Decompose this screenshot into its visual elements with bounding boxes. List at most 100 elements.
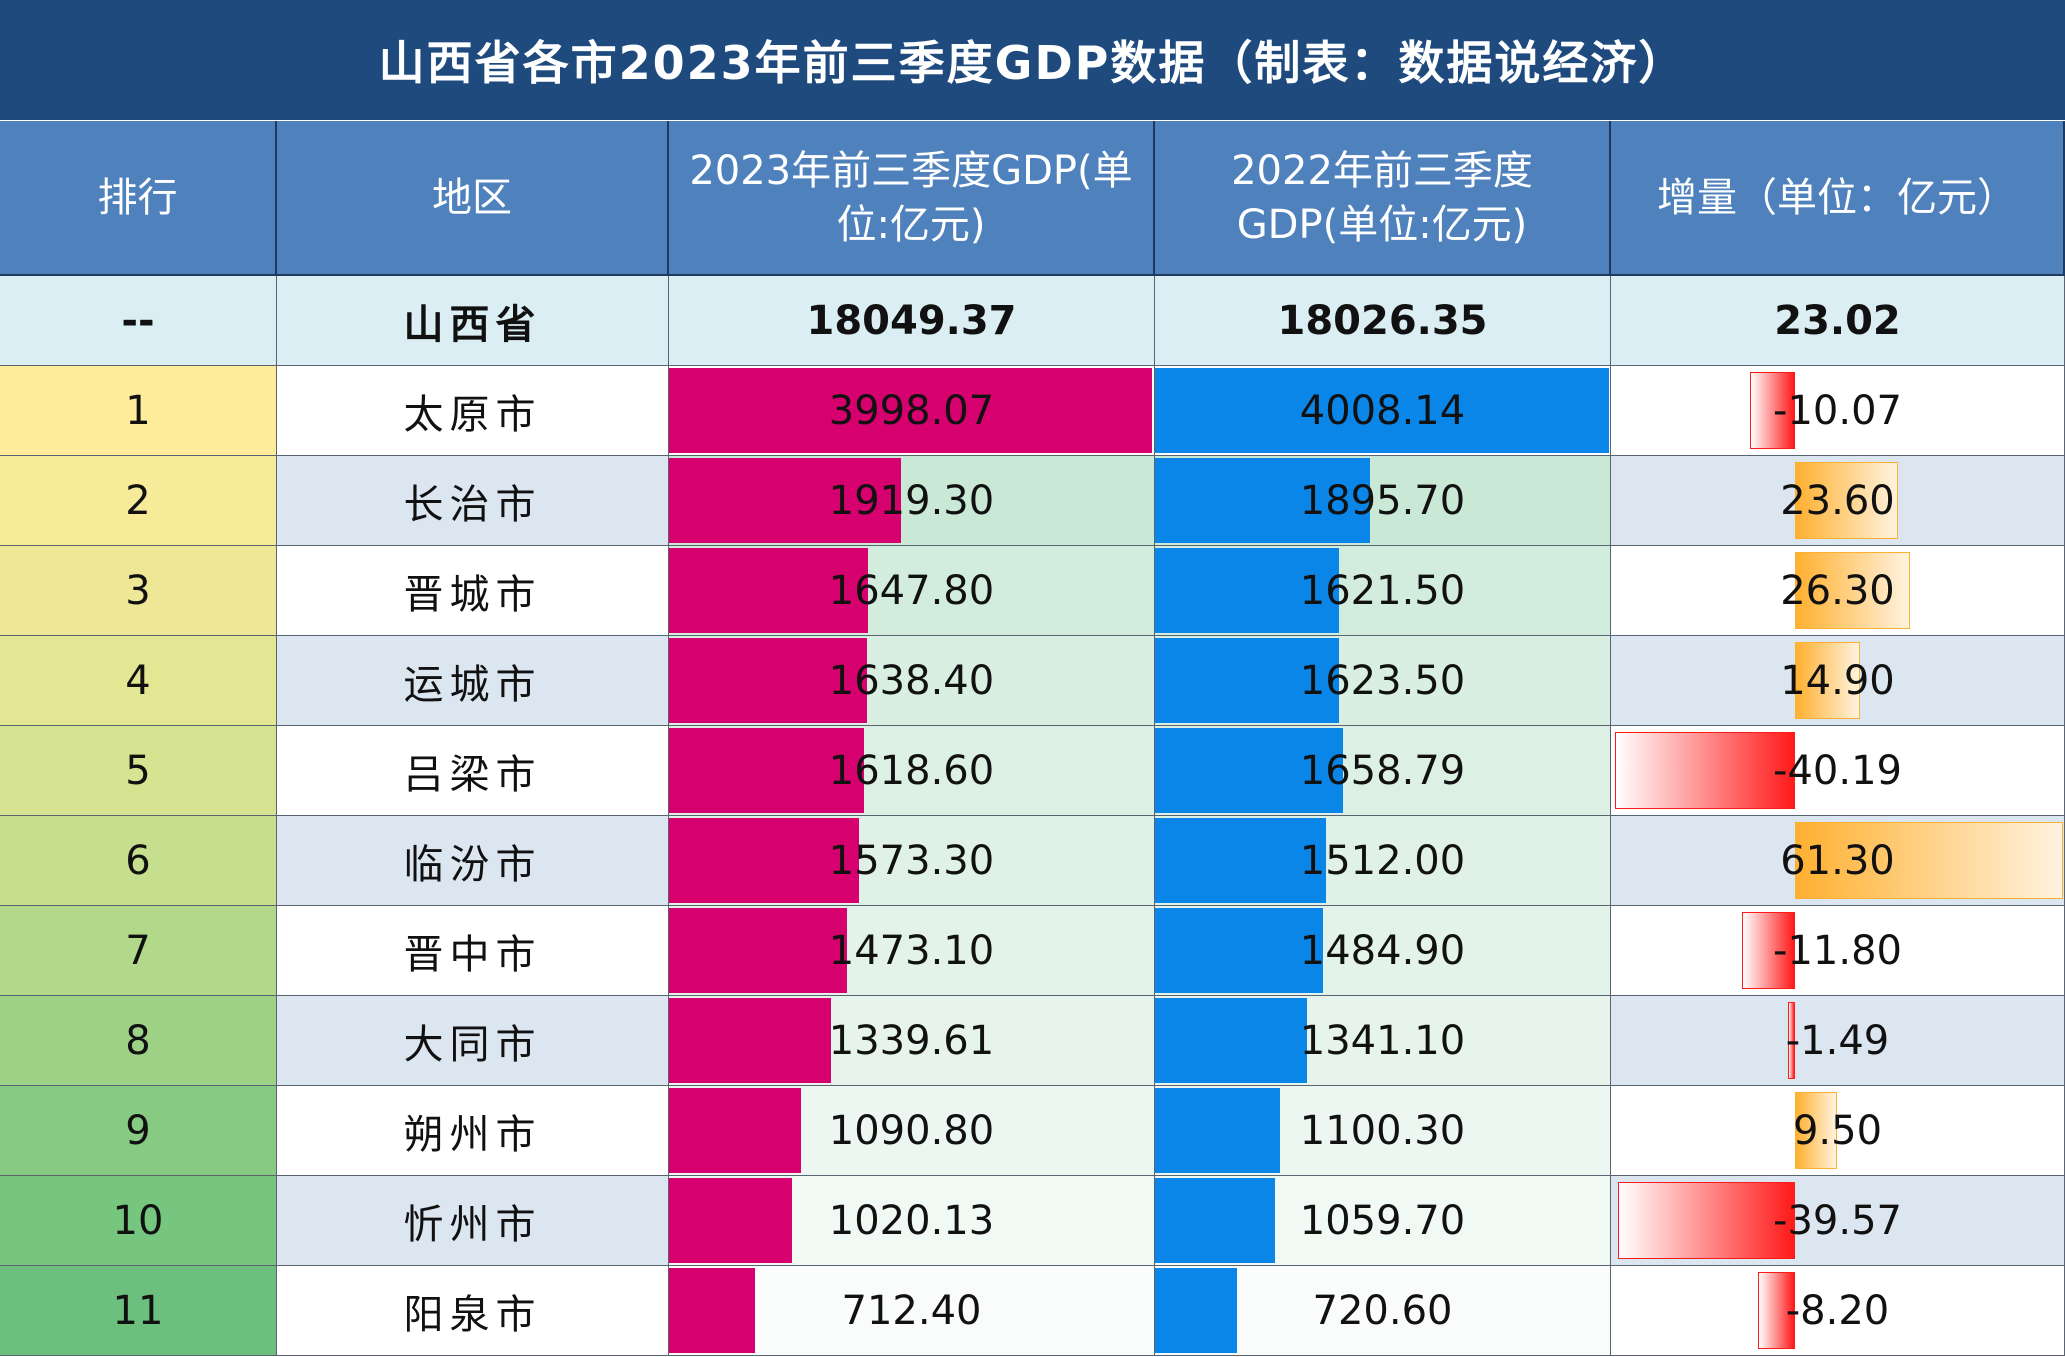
region-text: 吕梁市 [403, 751, 542, 798]
gdp2023-cell: 1919.30 [669, 456, 1155, 546]
gdp2023-value: 1473.10 [828, 927, 995, 974]
region-cell: 大同市 [277, 996, 669, 1086]
rank-cell: 3 [0, 546, 277, 636]
gdp2022-value: 1658.79 [1299, 747, 1466, 794]
province-rank: -- [0, 276, 277, 366]
rank-text: 10 [112, 1197, 164, 1244]
rank-text: 1 [125, 387, 151, 434]
increase-bar-negative [1615, 732, 1795, 809]
gdp2023-cell: 1090.80 [669, 1086, 1155, 1176]
region-cell: 晋城市 [277, 546, 669, 636]
gdp2023-cell: 712.40 [669, 1266, 1155, 1356]
header-region: 地区 [277, 121, 669, 276]
gdp2022-bar [1155, 728, 1343, 813]
increase-value: -8.20 [1785, 1287, 1890, 1334]
increase-cell: 26.30 [1611, 546, 2065, 636]
gdp2022-cell: 1341.10 [1155, 996, 1611, 1086]
increase-value: -11.80 [1773, 927, 1902, 974]
region-cell: 吕梁市 [277, 726, 669, 816]
gdp2023-value: 1020.13 [828, 1197, 995, 1244]
gdp2022-value: 1621.50 [1299, 567, 1466, 614]
header-gdp2023: 2023年前三季度GDP(单位:亿元) [669, 121, 1155, 276]
rank-cell: 7 [0, 906, 277, 996]
region-text: 朔州市 [403, 1111, 542, 1158]
gdp2022-cell: 1059.70 [1155, 1176, 1611, 1266]
increase-value: -40.19 [1773, 747, 1902, 794]
region-text: 临汾市 [403, 841, 542, 888]
gdp2023-bar [669, 728, 865, 813]
region-text: 长治市 [403, 481, 542, 528]
rank-cell: 1 [0, 366, 277, 456]
increase-cell: -11.80 [1611, 906, 2065, 996]
gdp2022-value: 1100.30 [1299, 1107, 1466, 1154]
increase-cell: 14.90 [1611, 636, 2065, 726]
increase-value: 23.60 [1780, 477, 1895, 524]
rank-text: 2 [125, 477, 151, 524]
gdp2022-bar [1155, 1178, 1276, 1263]
increase-bar-negative [1749, 372, 1795, 449]
gdp2023-value: 1618.60 [828, 747, 995, 794]
gdp2023-cell: 1618.60 [669, 726, 1155, 816]
increase-bar-positive [1795, 1092, 1837, 1169]
gdp2022-value: 1623.50 [1299, 657, 1466, 704]
region-cell: 朔州市 [277, 1086, 669, 1176]
gdp2023-bar [669, 818, 859, 903]
province-increase: 23.02 [1611, 276, 2065, 366]
region-cell: 阳泉市 [277, 1266, 669, 1356]
header-increase: 增量（单位：亿元） [1611, 121, 2065, 276]
region-text: 晋城市 [403, 571, 542, 618]
increase-value: -1.49 [1785, 1017, 1890, 1064]
gdp2023-bar [669, 1178, 793, 1263]
gdp2023-value: 3998.07 [828, 387, 995, 434]
gdp2023-bar [669, 368, 1152, 453]
region-text: 忻州市 [403, 1201, 542, 1248]
rank-text: 6 [125, 837, 151, 884]
rank-text: 4 [125, 657, 151, 704]
gdp2023-cell: 1339.61 [669, 996, 1155, 1086]
increase-bar-negative [1758, 1272, 1795, 1349]
gdp2022-cell: 1658.79 [1155, 726, 1611, 816]
gdp2022-value: 1895.70 [1299, 477, 1466, 524]
gdp2023-bar [669, 548, 868, 633]
increase-bar-positive [1795, 822, 2063, 899]
gdp2023-value: 1919.30 [828, 477, 995, 524]
increase-value: 26.30 [1780, 567, 1895, 614]
gdp2023-bar [669, 638, 867, 723]
rank-cell: 2 [0, 456, 277, 546]
gdp2022-value: 4008.14 [1299, 387, 1466, 434]
increase-cell: 23.60 [1611, 456, 2065, 546]
gdp2022-cell: 1895.70 [1155, 456, 1611, 546]
rank-cell: 8 [0, 996, 277, 1086]
gdp2022-value: 1512.00 [1299, 837, 1466, 884]
gdp2023-value: 1573.30 [828, 837, 995, 884]
gdp2023-bar [669, 458, 901, 543]
gdp2023-value: 1090.80 [828, 1107, 995, 1154]
rank-cell: 9 [0, 1086, 277, 1176]
increase-bar-positive [1795, 552, 1910, 629]
gdp2022-bar [1155, 368, 1609, 453]
gdp2023-cell: 1647.80 [669, 546, 1155, 636]
region-text: 阳泉市 [403, 1291, 542, 1338]
region-text: 运城市 [403, 661, 542, 708]
region-text: 太原市 [403, 391, 542, 438]
rank-cell: 5 [0, 726, 277, 816]
gdp2022-bar [1155, 908, 1324, 993]
rank-cell: 6 [0, 816, 277, 906]
gdp2022-value: 1484.90 [1299, 927, 1466, 974]
rank-text: 11 [112, 1287, 164, 1334]
increase-bar-negative [1788, 1002, 1795, 1079]
increase-bar-positive [1795, 462, 1899, 539]
increase-value: -10.07 [1773, 387, 1902, 434]
province-gdp2023: 18049.37 [669, 276, 1155, 366]
gdp2022-cell: 1100.30 [1155, 1086, 1611, 1176]
gdp2022-cell: 720.60 [1155, 1266, 1611, 1356]
gdp2022-value: 1059.70 [1299, 1197, 1466, 1244]
gdp2023-value: 1647.80 [828, 567, 995, 614]
rank-cell: 4 [0, 636, 277, 726]
rank-text: 3 [125, 567, 151, 614]
increase-bar-negative [1617, 1182, 1795, 1259]
region-text: 大同市 [403, 1021, 542, 1068]
rank-text: 7 [125, 927, 151, 974]
gdp2023-bar [669, 908, 847, 993]
